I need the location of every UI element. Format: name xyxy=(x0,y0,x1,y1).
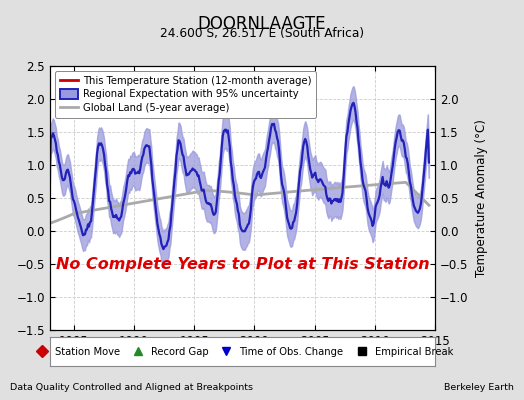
Text: No Complete Years to Plot at This Station: No Complete Years to Plot at This Statio… xyxy=(56,256,429,272)
Legend: Station Move, Record Gap, Time of Obs. Change, Empirical Break: Station Move, Record Gap, Time of Obs. C… xyxy=(28,342,457,361)
Text: DOORNLAAGTE: DOORNLAAGTE xyxy=(198,15,326,33)
Text: 24.600 S, 26.517 E (South Africa): 24.600 S, 26.517 E (South Africa) xyxy=(160,27,364,40)
Text: Data Quality Controlled and Aligned at Breakpoints: Data Quality Controlled and Aligned at B… xyxy=(10,383,254,392)
Text: Berkeley Earth: Berkeley Earth xyxy=(444,383,514,392)
Y-axis label: Temperature Anomaly (°C): Temperature Anomaly (°C) xyxy=(475,119,488,277)
Legend: This Temperature Station (12-month average), Regional Expectation with 95% uncer: This Temperature Station (12-month avera… xyxy=(55,71,316,118)
